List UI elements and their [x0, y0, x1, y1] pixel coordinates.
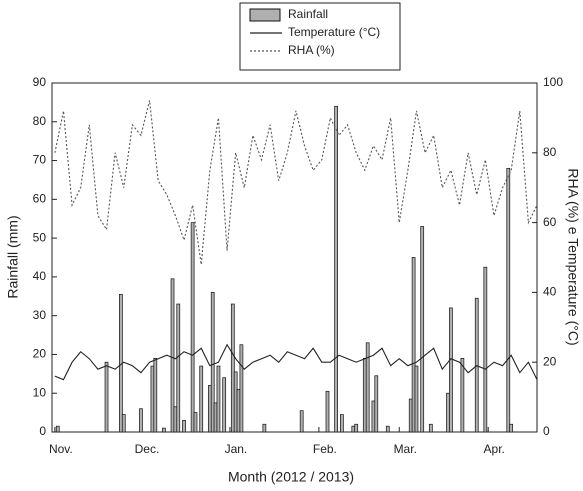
- rainfall-bar: [170, 278, 175, 433]
- legend: Rainfall Temperature (°C) RHA (%): [249, 7, 380, 57]
- plot-frame: [51, 82, 538, 433]
- y-tick-label: 10: [33, 385, 47, 399]
- rainfall-bar: [162, 427, 166, 433]
- y2-tick-label: 20: [543, 354, 557, 368]
- rainfall-bar: [325, 390, 330, 433]
- rainfall-bar: [216, 365, 221, 433]
- rainfall-bar: [449, 307, 453, 433]
- rainfall-bar: [230, 303, 235, 433]
- rainfall-bar: [262, 423, 267, 433]
- legend-label: RHA (%): [288, 43, 335, 57]
- rainfall-bar: [483, 266, 488, 433]
- rainfall-bar: [340, 414, 344, 433]
- x-tick-label: Mar.: [394, 442, 417, 456]
- rainfall-bar: [299, 410, 304, 433]
- y2-tick-label: 80: [543, 145, 557, 159]
- y-tick-label: 0: [39, 424, 46, 438]
- y-tick-label: 60: [33, 192, 47, 206]
- rainfall-bar: [55, 425, 60, 433]
- x-tick-label: Nov.: [49, 442, 73, 456]
- rainfall-bar: [210, 292, 215, 433]
- rainfall-bar: [190, 222, 195, 433]
- y2-axis-label: RHA (%) e Temperature (°C): [565, 168, 581, 345]
- rainfall-bar: [193, 412, 198, 433]
- y-tick-label: 20: [33, 347, 47, 361]
- rainfall-bar: [414, 365, 419, 433]
- series-line: [54, 343, 538, 381]
- y2-tick-label: 40: [543, 285, 557, 299]
- legend-label: Temperature (°C): [288, 25, 380, 39]
- y2-tick-label: 100: [543, 75, 563, 89]
- y2-tick-label: 0: [543, 424, 550, 438]
- rainfall-bar: [354, 423, 359, 433]
- rainfall-bar: [334, 105, 338, 433]
- rainfall-bar: [239, 344, 244, 433]
- rainfall-bar: [365, 342, 370, 433]
- rainfall-bar: [153, 357, 158, 433]
- rainfall-bar: [139, 408, 143, 433]
- rainfall-bar: [509, 423, 514, 433]
- y-tick-label: 90: [33, 75, 47, 89]
- rainfall-bar: [104, 361, 109, 433]
- rainfall-bar: [374, 375, 379, 433]
- y2-tick-label: 60: [543, 215, 557, 229]
- rainfall-bar: [506, 167, 511, 433]
- y-axis-label: Rainfall (mm): [5, 215, 21, 298]
- rainfall-bar: [428, 423, 433, 433]
- y-tick-label: 30: [33, 308, 47, 322]
- rainfall-bar: [411, 257, 416, 433]
- rainfall-bar: [176, 303, 181, 433]
- legend-label: Rainfall: [288, 7, 328, 21]
- legend-swatch: [249, 8, 281, 22]
- x-tick-label: Jan.: [225, 442, 248, 456]
- x-axis-label: Month (2012 / 2013): [228, 469, 354, 485]
- rainfall-bar: [385, 425, 390, 433]
- rainfall-bar: [222, 377, 227, 433]
- x-tick-label: Apr.: [484, 442, 505, 456]
- y-tick-label: 40: [33, 269, 47, 283]
- y-tick-label: 80: [33, 114, 47, 128]
- series-line: [54, 100, 538, 265]
- y-tick-label: 70: [33, 153, 47, 167]
- x-tick-label: Dec.: [135, 442, 160, 456]
- rainfall-bar: [460, 357, 465, 433]
- rainfall-bar: [420, 226, 425, 433]
- y-tick-label: 50: [33, 230, 47, 244]
- rainfall-bar: [121, 414, 126, 433]
- rainfall-bar: [199, 365, 204, 433]
- rainfall-bar: [182, 420, 186, 433]
- x-tick-label: Feb.: [313, 442, 337, 456]
